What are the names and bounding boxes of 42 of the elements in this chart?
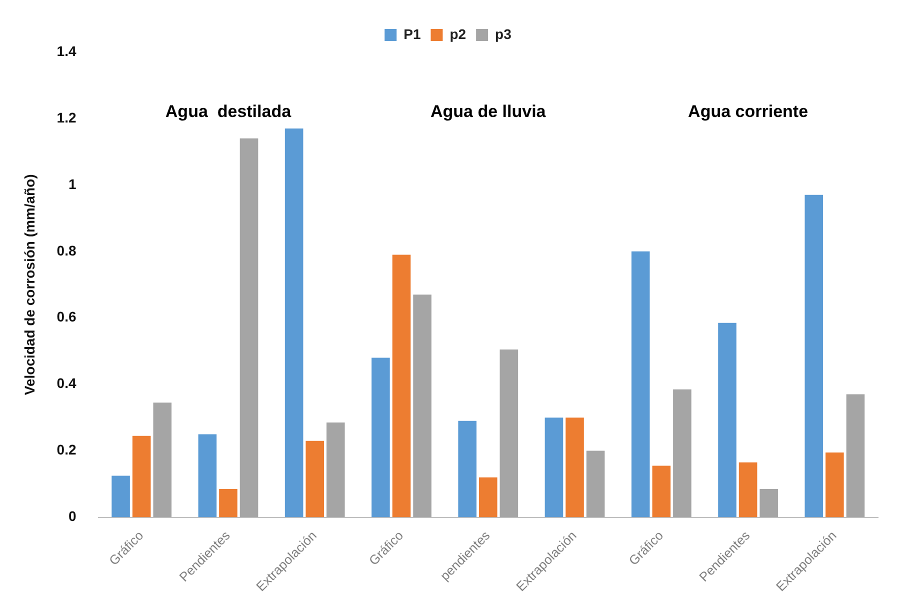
bar: [846, 394, 865, 518]
legend-label: p3: [495, 26, 512, 42]
bar: [413, 294, 432, 518]
bar: [198, 434, 217, 518]
bar: [112, 476, 130, 518]
bar: [826, 452, 844, 518]
bar: [652, 466, 671, 518]
bar: [478, 477, 498, 518]
y-tick-label: 1.4: [56, 42, 76, 59]
bar: [153, 402, 172, 518]
y-tick-label: 0.2: [56, 442, 76, 458]
bar: [544, 418, 564, 518]
bar: [718, 322, 736, 518]
bar: [326, 422, 345, 518]
bar: [804, 194, 824, 518]
bar: [458, 420, 476, 518]
y-tick-label: 0.4: [56, 375, 76, 392]
bar: [738, 462, 758, 518]
y-tick-label: 0: [68, 508, 76, 524]
bar: [392, 254, 411, 518]
bar: [760, 489, 778, 518]
y-tick-label: 0.8: [56, 242, 76, 258]
bar: [219, 489, 238, 518]
annotation: Agua corriente: [688, 102, 808, 122]
bar: [372, 358, 390, 518]
bar: [306, 440, 324, 518]
annotation: Agua de lluvia: [430, 102, 546, 122]
bar: [240, 138, 258, 518]
legend-label: p2: [450, 26, 466, 42]
annotation: Agua destilada: [165, 102, 292, 122]
y-tick-label: 1: [68, 176, 76, 192]
y-axis-title: Velocidad de corrosión (mm/año): [21, 174, 38, 396]
bar: [284, 128, 304, 518]
bar: [132, 436, 151, 518]
y-tick-label: 1.2: [56, 109, 76, 126]
bar: [586, 450, 605, 518]
bar: [673, 389, 692, 518]
bar: [566, 418, 584, 518]
legend-label: P1: [404, 26, 421, 42]
y-tick-label: 0.6: [56, 308, 76, 325]
bar: [500, 349, 518, 518]
bar: [631, 251, 650, 518]
